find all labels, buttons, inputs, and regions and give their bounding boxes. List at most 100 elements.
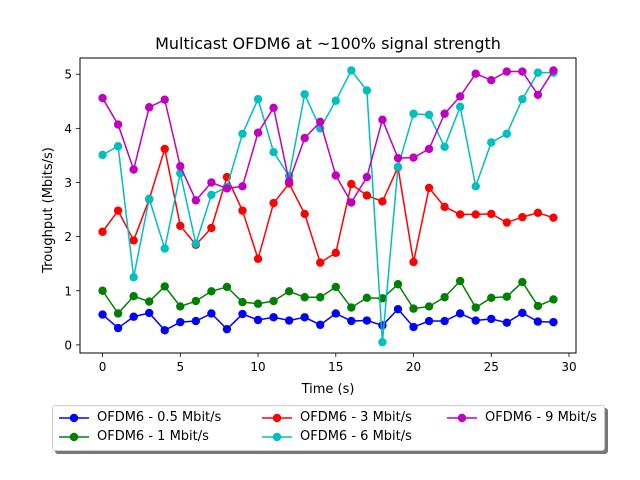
data-point [129,236,138,245]
legend-swatch [262,432,292,441]
data-point [160,326,169,335]
x-tick-label: 15 [328,360,343,374]
x-tick-label: 20 [406,360,421,374]
data-point [502,318,512,327]
data-point [144,103,154,112]
data-point [378,197,387,206]
data-point [393,153,403,163]
data-point [549,66,558,75]
data-point [269,198,278,208]
data-point [284,177,294,186]
data-point [409,153,418,162]
legend-swatch [447,413,477,422]
data-point [284,287,294,296]
legend-swatch-marker [69,413,79,422]
data-point [300,133,309,143]
y-tick-label: 3 [64,176,72,190]
data-point [207,190,216,200]
data-point [409,257,418,267]
data-point [362,316,372,325]
data-point [533,68,543,77]
data-point [316,117,325,127]
data-point [533,301,543,311]
data-point [347,179,356,189]
data-point [502,218,512,227]
data-point [316,320,325,330]
data-point [129,273,138,282]
series-line [102,69,554,343]
data-point [113,323,123,333]
legend-item: OFDM6 - 9 Mbit/s [445,408,597,427]
legend-label: OFDM6 - 0.5 Mbit/s [97,410,222,425]
y-tick-label: 2 [64,230,72,244]
data-point [455,92,465,101]
legend-label: OFDM6 - 1 Mbit/s [97,429,209,444]
data-point [440,316,449,326]
data-point [409,322,418,332]
data-point [471,316,480,325]
data-point [424,110,434,120]
data-point [207,309,216,318]
x-tick-label: 30 [561,360,576,374]
data-point [144,297,154,306]
data-point [424,144,434,154]
data-point [347,316,356,326]
data-point [253,299,263,308]
data-point [347,66,356,75]
legend-label: OFDM6 - 9 Mbit/s [485,410,597,425]
legend-item: OFDM6 - 3 Mbit/s [260,408,445,427]
data-point [409,304,418,313]
data-point [238,297,247,307]
data-point [176,302,185,311]
legend-label: OFDM6 - 3 Mbit/s [300,410,412,425]
data-point [424,183,434,193]
data-point [269,296,278,306]
data-point [424,302,434,311]
y-tick-label: 5 [64,68,72,82]
data-point [176,162,185,171]
legend-swatch [262,413,292,422]
data-point [518,212,527,222]
data-point [253,315,263,325]
data-point [533,90,543,100]
data-point [487,75,496,85]
x-tick-label: 25 [484,360,499,374]
x-axis-label: Time (s) [301,382,355,397]
data-point [549,317,558,327]
legend-item: OFDM6 - 6 Mbit/s [260,427,445,446]
plot-frame [79,57,577,354]
data-point [191,296,201,306]
data-point [316,293,325,302]
data-point [98,286,107,295]
data-point [487,314,496,324]
plot-area: 0 5 10 15 20 25 30 0 1 2 3 4 5 [64,57,577,374]
data-point [160,244,169,253]
data-point [362,293,372,302]
data-point [98,150,107,160]
y-tick-label: 1 [64,284,72,298]
data-point [238,129,247,138]
data-point [191,196,201,205]
data-point [487,293,496,302]
data-point [222,282,232,292]
legend-label: OFDM6 - 6 Mbit/s [300,429,412,444]
legend-item: OFDM6 - 1 Mbit/s [57,427,260,446]
data-point [331,309,340,318]
data-point [238,206,247,215]
data-point [253,94,263,104]
legend-swatch [59,432,89,441]
data-point [129,312,138,321]
data-point [440,293,449,302]
data-point [378,321,387,330]
data-point [549,295,558,304]
data-point [518,67,527,76]
data-point [424,316,434,326]
data-point [144,308,154,318]
data-point [300,209,309,219]
data-point [347,303,356,312]
data-point [113,142,123,151]
data-point [113,206,123,215]
data-point [471,210,480,219]
data-point [331,171,340,180]
